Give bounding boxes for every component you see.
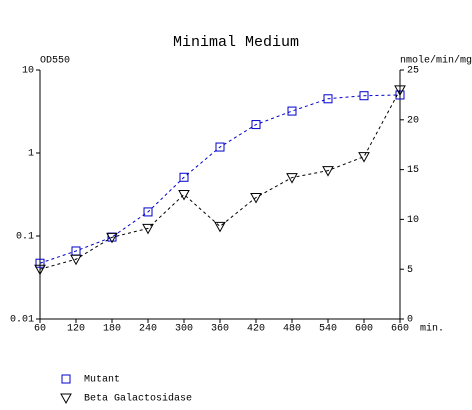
marker <box>395 90 405 100</box>
marker <box>359 91 369 101</box>
x-tick-label: 60 <box>34 324 46 335</box>
x-tick-label: 660 <box>391 324 409 335</box>
x-tick-label: 120 <box>67 324 85 335</box>
chart-title: Minimal Medium <box>173 34 299 51</box>
series-line <box>39 89 401 270</box>
legend-marker <box>60 393 72 405</box>
y-tick-label: 0.1 <box>16 232 34 243</box>
legend-label: Beta Galactosidase <box>84 393 192 405</box>
marker <box>322 166 334 177</box>
marker <box>34 264 46 276</box>
x-tick-label: 420 <box>247 324 265 335</box>
y2-axis-label: nmole/min/mg <box>400 55 472 67</box>
marker <box>250 192 262 204</box>
marker <box>179 172 189 182</box>
y2-tick-label: 0 <box>407 315 413 326</box>
marker <box>106 232 118 244</box>
marker <box>178 190 190 201</box>
legend-marker <box>61 374 71 384</box>
x-tick-label: 240 <box>139 324 157 335</box>
y2-tick-label: 5 <box>407 265 413 276</box>
marker <box>286 173 298 184</box>
legend-label: Mutant <box>84 375 120 386</box>
marker <box>70 254 82 266</box>
marker <box>323 94 333 104</box>
x-tick-label: 540 <box>319 324 337 335</box>
x-tick-label: 480 <box>283 324 301 335</box>
marker <box>251 120 261 130</box>
y2-tick-label: 10 <box>407 215 419 226</box>
marker <box>358 152 370 163</box>
marker <box>142 223 154 235</box>
x-tick-label: 360 <box>211 324 229 335</box>
y2-tick-label: 20 <box>407 115 419 126</box>
x-axis-unit: min. <box>420 323 444 335</box>
series-line <box>39 94 401 264</box>
marker <box>287 106 297 116</box>
y-axis-label: OD550 <box>40 56 70 67</box>
y-tick-label: 1 <box>28 149 34 160</box>
marker <box>143 207 153 217</box>
marker <box>214 221 226 233</box>
x-tick-label: 300 <box>175 324 193 335</box>
marker <box>35 258 45 268</box>
y2-tick-label: 25 <box>407 66 419 77</box>
marker <box>215 142 225 152</box>
y-tick-label: 10 <box>22 66 34 77</box>
y-tick-label: 0.01 <box>10 315 34 326</box>
marker <box>394 85 406 96</box>
x-tick-label: 600 <box>355 324 373 335</box>
y2-tick-label: 15 <box>407 165 419 176</box>
x-tick-label: 180 <box>103 324 121 335</box>
